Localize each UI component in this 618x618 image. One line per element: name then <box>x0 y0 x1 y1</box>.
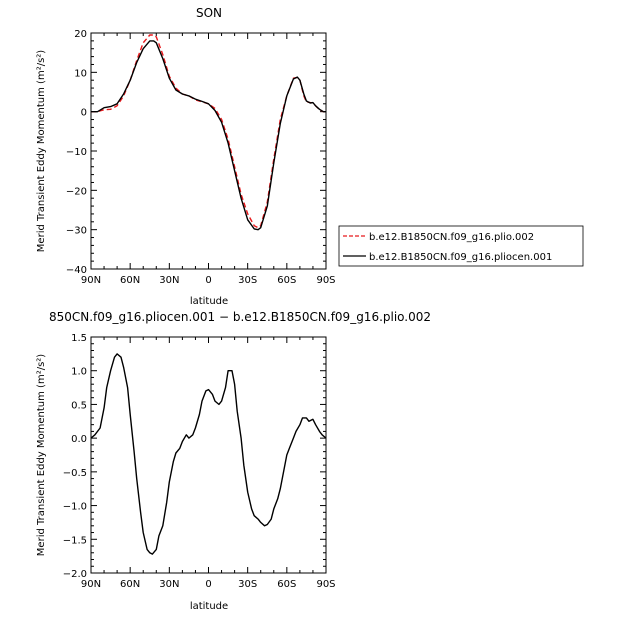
y-tick-label: −10 <box>66 147 87 158</box>
series-line-1 <box>91 34 326 229</box>
y-tick-label: −20 <box>66 186 87 197</box>
x-tick-label: 0 <box>205 579 211 590</box>
x-tick-label: 30S <box>238 579 257 590</box>
top-chart-title: SON <box>196 6 222 20</box>
top-chart-legend: b.e12.B1850CN.f09_g16.plio.002 b.e12.B18… <box>338 225 584 267</box>
y-tick-label: 0.0 <box>71 434 87 445</box>
x-tick-label: 90N <box>81 579 101 590</box>
x-tick-label: 60S <box>277 275 296 286</box>
y-tick-label: 0 <box>81 108 87 119</box>
x-tick-label: 0 <box>205 275 211 286</box>
y-tick-label: −30 <box>66 226 87 237</box>
bottom-chart-axes <box>90 336 327 574</box>
legend-label-plio-002: b.e12.B1850CN.f09_g16.plio.002 <box>369 232 534 243</box>
y-tick-label: 1.5 <box>71 333 87 344</box>
plot-frame <box>90 32 327 270</box>
top-chart-y-axis-label: Merid Transient Eddy Momentum (m²/s²) <box>36 50 47 252</box>
bottom-chart-x-axis-label: latitude <box>190 601 228 612</box>
y-tick-label: −1.5 <box>63 535 87 546</box>
bottom-chart-y-axis-label: Merid Transient Eddy Momentum (m²/s²) <box>36 354 47 556</box>
y-tick-label: 10 <box>74 68 87 79</box>
top-chart-x-axis-label: latitude <box>190 296 228 307</box>
x-tick-label: 30S <box>238 275 257 286</box>
top-chart-y-tick-labels: −40 −30 −20 −10 0 10 20 <box>66 29 87 276</box>
y-tick-label: 20 <box>74 29 87 40</box>
bottom-chart-series <box>90 353 327 555</box>
legend-box <box>338 225 584 267</box>
x-tick-label: 60S <box>277 579 296 590</box>
series-line-2 <box>91 40 326 231</box>
y-tick-label: −2.0 <box>63 569 87 580</box>
x-tick-label: 90S <box>316 275 335 286</box>
x-tick-label: 60N <box>120 579 140 590</box>
top-chart-x-tick-labels: 90N 60N 30N 0 30S 60S 90S <box>81 275 336 286</box>
y-tick-label: 1.0 <box>71 367 87 378</box>
top-chart-series <box>91 34 326 231</box>
bottom-chart: 850CN.f09_g16.pliocen.001 − b.e12.B1850C… <box>36 310 431 612</box>
y-tick-label: −1.0 <box>63 502 87 513</box>
plot-frame <box>90 336 327 574</box>
x-tick-label: 30N <box>159 579 179 590</box>
legend-label-pliocen-001: b.e12.B1850CN.f09_g16.pliocen.001 <box>369 252 552 263</box>
bottom-chart-y-tick-labels: −2.0 −1.5 −1.0 −0.5 0.0 0.5 1.0 1.5 <box>63 333 87 580</box>
top-chart-axes <box>90 32 327 270</box>
x-tick-label: 30N <box>159 275 179 286</box>
bottom-chart-x-tick-labels: 90N 60N 30N 0 30S 60S 90S <box>81 579 336 590</box>
y-tick-label: −0.5 <box>63 468 87 479</box>
x-tick-label: 90N <box>81 275 101 286</box>
y-tick-label: 0.5 <box>71 400 87 411</box>
x-tick-label: 60N <box>120 275 140 286</box>
bottom-chart-title: 850CN.f09_g16.pliocen.001 − b.e12.B1850C… <box>49 310 431 324</box>
y-tick-label: −40 <box>66 265 87 276</box>
top-chart: SON Merid Transient Eddy Momentum (m²/s²… <box>36 6 336 307</box>
series-line-1 <box>90 353 327 555</box>
x-tick-label: 90S <box>316 579 335 590</box>
